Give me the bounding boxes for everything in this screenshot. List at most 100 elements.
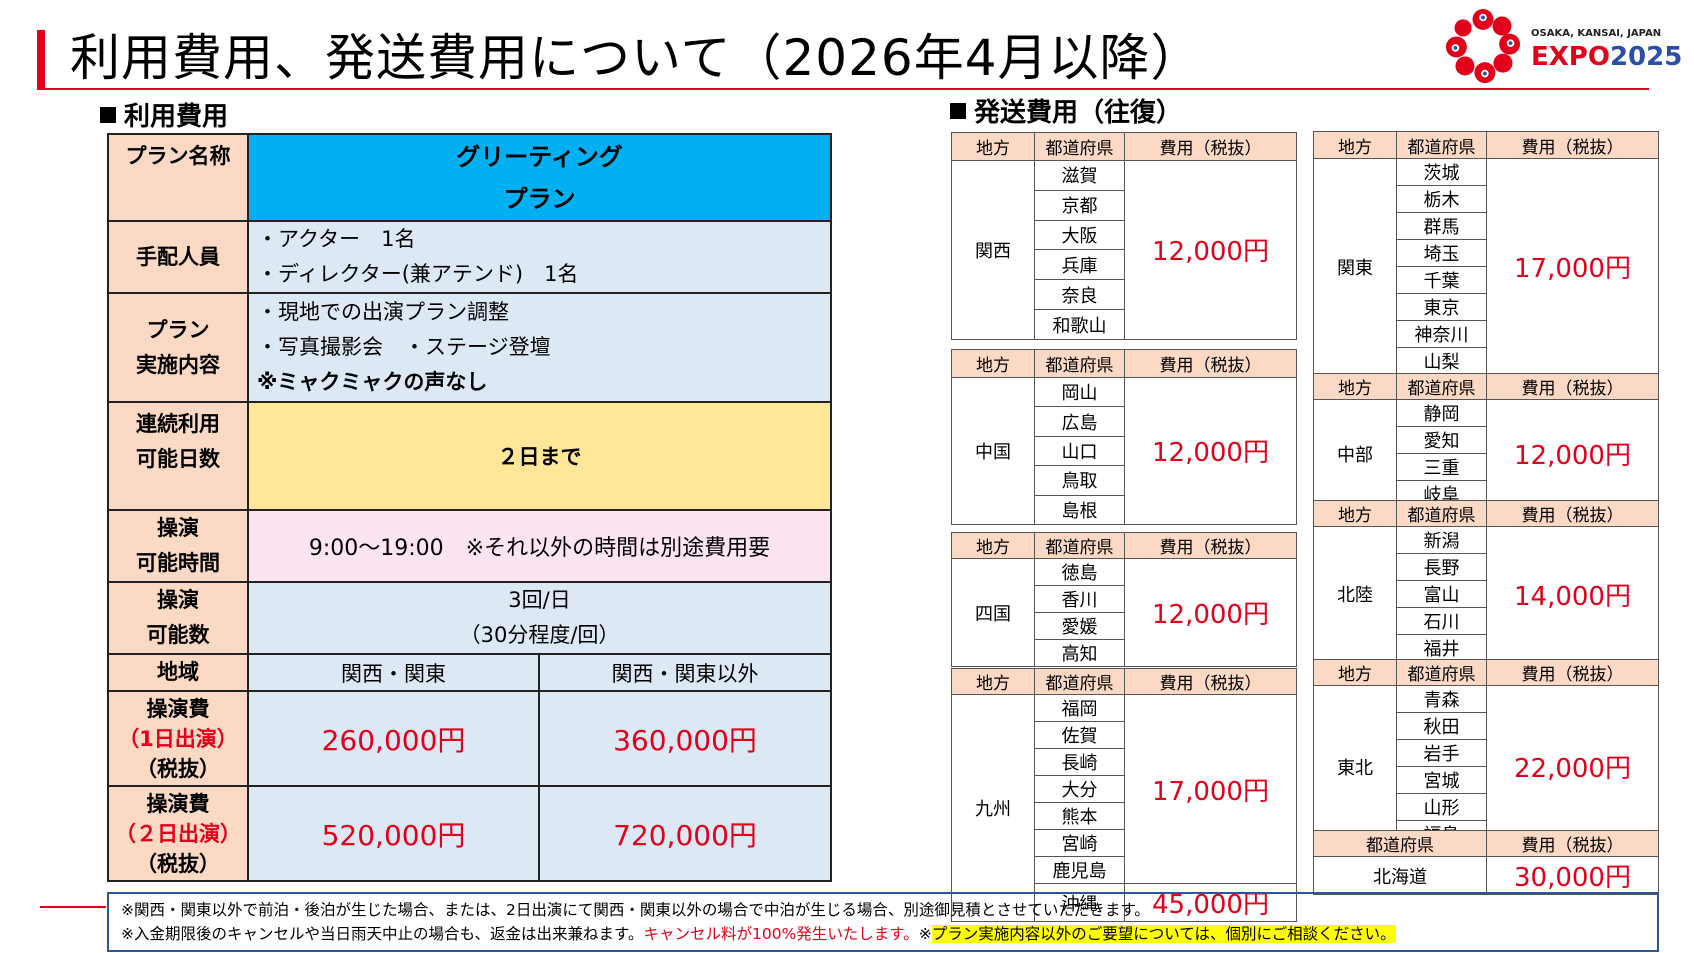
shipping-row: 大分: [952, 775, 1297, 803]
hours-label: 操演 可能時間: [107, 509, 249, 583]
shipping-header-row: 地方 都道府県 費用（税抜）: [1313, 373, 1659, 400]
prefecture-cell: 千葉: [1396, 266, 1487, 294]
prefecture-cell: 山梨: [1396, 347, 1487, 375]
square-bullet-icon: [100, 106, 116, 123]
shipping-row: 北海道 30,000円: [1313, 856, 1659, 895]
plan-label: プラン名称: [107, 133, 249, 222]
shipping-row: 鹿児島: [952, 856, 1297, 884]
shipping-price: 14,000円: [1486, 526, 1659, 662]
header-region: 地方: [1313, 500, 1397, 527]
staff-list: ・アクター 1名 ・ディレクター(兼アテンド) 1名: [247, 220, 832, 294]
shipping-row: 関東 茨城 17,000円: [1313, 158, 1659, 375]
prefecture-cell: 長崎: [1034, 748, 1125, 776]
header-region: 地方: [1313, 373, 1397, 400]
prefecture-cell: 静岡: [1396, 399, 1487, 427]
shipping-row: 佐賀: [952, 721, 1297, 749]
prefecture-cell: 京都: [1034, 189, 1125, 221]
region-name: 中部: [1313, 399, 1397, 508]
shipping-price: 30,000円: [1486, 856, 1659, 895]
prefecture-cell: 和歌山: [1034, 309, 1125, 340]
shipping-header-row: 地方 都道府県 費用（税抜）: [951, 132, 1297, 161]
note-line-2: ※入金期限後のキャンセルや当日雨天中止の場合も、返金は出来兼ねます。キャンセル料…: [121, 925, 1396, 943]
count-value: 3回/日 （30分程度/回）: [247, 581, 832, 655]
shipping-row: 埼玉: [1314, 239, 1659, 267]
prefecture-cell: 大阪: [1034, 219, 1125, 251]
days-value: ２日まで: [247, 401, 832, 511]
shipping-row: 香川: [952, 585, 1297, 613]
prefecture-cell: 沖縄: [1034, 883, 1125, 922]
prefecture-cell: 鳥取: [1034, 465, 1125, 496]
shipping-row: 中国 岡山 12,000円: [951, 376, 1297, 525]
shipping-row: 宮城: [1314, 766, 1659, 794]
header-cost: 費用（税抜）: [1486, 659, 1659, 686]
usage-heading: 利用費用: [100, 96, 228, 133]
prefecture-cell: 奈良: [1034, 279, 1125, 311]
fee2-other: 720,000円: [538, 785, 832, 882]
prefecture-cell: 岡山: [1034, 376, 1125, 408]
header-region: 地方: [951, 668, 1035, 695]
shipping-row: 中部 静岡 12,000円: [1313, 399, 1659, 508]
region-name: 北陸: [1313, 526, 1397, 662]
prefecture-cell: 山形: [1396, 793, 1487, 821]
shipping-price: 22,000円: [1486, 685, 1659, 848]
prefecture-cell: 群馬: [1396, 212, 1487, 240]
header-prefecture: 都道府県: [1034, 532, 1125, 559]
shipping-table-chugoku: 地方 都道府県 費用（税抜） 中国 岡山 12,000円 広島 山口 鳥取 島根: [951, 349, 1297, 525]
region-kansai-kanto: 関西・関東: [247, 653, 540, 692]
shipping-header-row: 地方 都道府県 費用（税抜）: [1313, 500, 1659, 527]
shipping-table-hokkaido: 都道府県 費用（税抜） 北海道 30,000円: [1313, 830, 1659, 895]
expo-logo: OSAKA, KANSAI, JAPAN EXPO2025: [1445, 6, 1682, 86]
logo-wordmark: EXPO2025: [1531, 42, 1683, 72]
prefecture-cell: 福岡: [1034, 694, 1125, 722]
prefecture-cell: 大分: [1034, 775, 1125, 803]
square-bullet-icon: [950, 102, 966, 119]
shipping-header-row: 都道府県 費用（税抜）: [1313, 830, 1659, 857]
shipping-row: 島根: [952, 494, 1297, 525]
myaku-ring-icon: [1445, 8, 1521, 84]
shipping-price: 12,000円: [1124, 160, 1297, 340]
prefecture-cell: 徳島: [1034, 558, 1125, 586]
header-cost: 費用（税抜）: [1486, 373, 1659, 400]
shipping-row: 東京: [1314, 293, 1659, 321]
content-label: プラン 実施内容: [107, 292, 249, 403]
prefecture-cell: 高知: [1034, 639, 1125, 667]
note-line-1: ※関西・関東以外で前泊・後泊が生じた場合、または、2日出演にて関西・関東以外の場…: [121, 901, 1150, 919]
fee1-other: 360,000円: [538, 690, 832, 787]
header-cost: 費用（税抜）: [1124, 349, 1297, 378]
prefecture-cell: 三重: [1396, 453, 1487, 481]
prefecture-cell: 東京: [1396, 293, 1487, 321]
header-region: 地方: [1313, 659, 1397, 686]
prefecture-cell: 青森: [1396, 685, 1487, 713]
fee1-label: 操演費 （1日出演） （税抜）: [107, 690, 249, 787]
header-region: 地方: [1313, 131, 1397, 159]
prefecture-cell: 神奈川: [1396, 320, 1487, 348]
logo-subtitle: OSAKA, KANSAI, JAPAN: [1531, 28, 1662, 39]
shipping-header-row: 地方 都道府県 費用（税抜）: [951, 349, 1297, 378]
shipping-table-shikoku: 地方 都道府県 費用（税抜） 四国 徳島 12,000円 香川 愛媛 高知: [951, 532, 1297, 667]
shipping-row: 関西 滋賀 12,000円: [951, 160, 1297, 340]
header-cost: 費用（税抜）: [1486, 830, 1659, 857]
shipping-row: 山口: [952, 435, 1297, 467]
prefecture-cell: 石川: [1396, 607, 1487, 635]
prefecture-cell: 広島: [1034, 406, 1125, 437]
header-cost: 費用（税抜）: [1124, 668, 1297, 695]
prefecture-cell: 秋田: [1396, 712, 1487, 740]
shipping-row: 広島: [952, 406, 1297, 437]
header-region: 地方: [951, 349, 1035, 378]
shipping-header-row: 地方 都道府県 費用（税抜）: [951, 668, 1297, 695]
prefecture-cell: 栃木: [1396, 185, 1487, 213]
hours-value: 9:00～19:00 ※それ以外の時間は別途費用要: [247, 509, 832, 583]
fee1-kansai-kanto: 260,000円: [247, 690, 540, 787]
prefecture-cell: 香川: [1034, 585, 1125, 613]
prefecture-cell: 熊本: [1034, 802, 1125, 830]
shipping-row: 山形: [1314, 793, 1659, 821]
shipping-header-row: 地方 都道府県 費用（税抜）: [951, 532, 1297, 559]
shipping-row-okinawa: 沖縄 45,000円: [952, 883, 1297, 922]
region-name: 九州: [951, 694, 1035, 922]
usage-table: プラン名称 グリーティング プラン 手配人員 ・アクター 1名 ・ディレクター(兼ア…: [107, 133, 832, 882]
prefecture-cell: 滋賀: [1034, 160, 1125, 191]
prefecture-cell: 佐賀: [1034, 721, 1125, 749]
shipping-price-okinawa: 45,000円: [1124, 883, 1297, 922]
shipping-table-kanto: 地方 都道府県 費用（税抜） 関東 茨城 17,000円 栃木 群馬 埼玉 千葉 東京 神奈川 山梨: [1313, 131, 1659, 375]
